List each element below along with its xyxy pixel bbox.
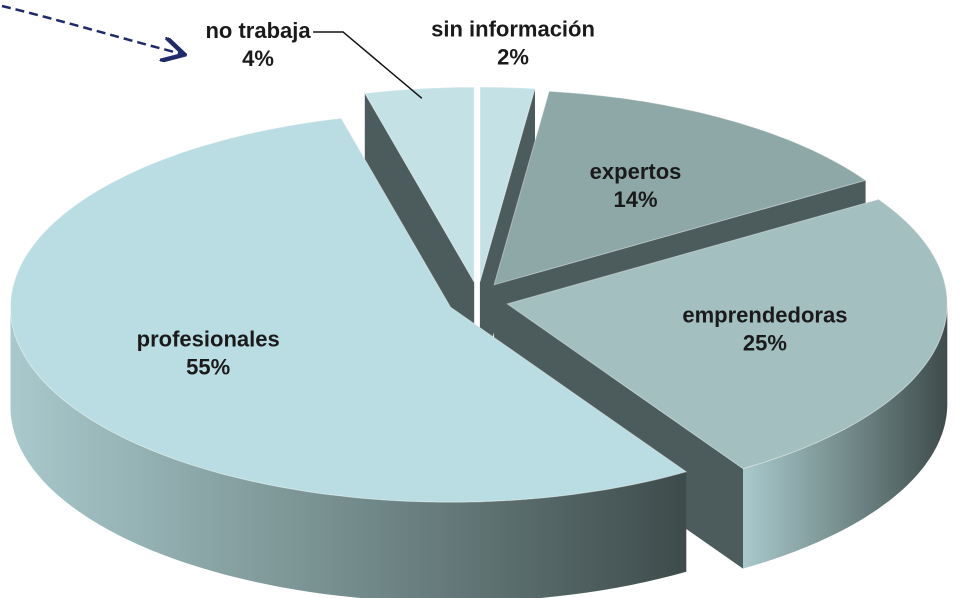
value-label: 55% bbox=[186, 354, 230, 379]
value-label: 4% bbox=[242, 46, 274, 71]
category-label: no trabaja bbox=[205, 18, 311, 43]
slice bbox=[506, 198, 948, 470]
slice bbox=[493, 90, 867, 286]
labels: sin información 2% expertos 14% emprendedora… bbox=[137, 16, 848, 379]
value-label: 14% bbox=[614, 187, 658, 212]
value-label: 25% bbox=[743, 330, 787, 355]
slice bbox=[479, 86, 536, 283]
slice-side bbox=[10, 307, 687, 598]
annotation-arrow bbox=[1, 4, 182, 54]
slice bbox=[9, 117, 688, 503]
value-label: 2% bbox=[497, 44, 529, 69]
category-label: profesionales bbox=[137, 326, 280, 351]
slice bbox=[363, 86, 475, 284]
category-label: expertos bbox=[590, 159, 682, 184]
pie bbox=[9, 86, 948, 598]
category-label: emprendedoras bbox=[682, 302, 847, 327]
slice-side bbox=[743, 303, 948, 569]
category-label: sin información bbox=[431, 16, 595, 41]
leader-line bbox=[313, 31, 423, 99]
slice-wall bbox=[479, 88, 535, 382]
